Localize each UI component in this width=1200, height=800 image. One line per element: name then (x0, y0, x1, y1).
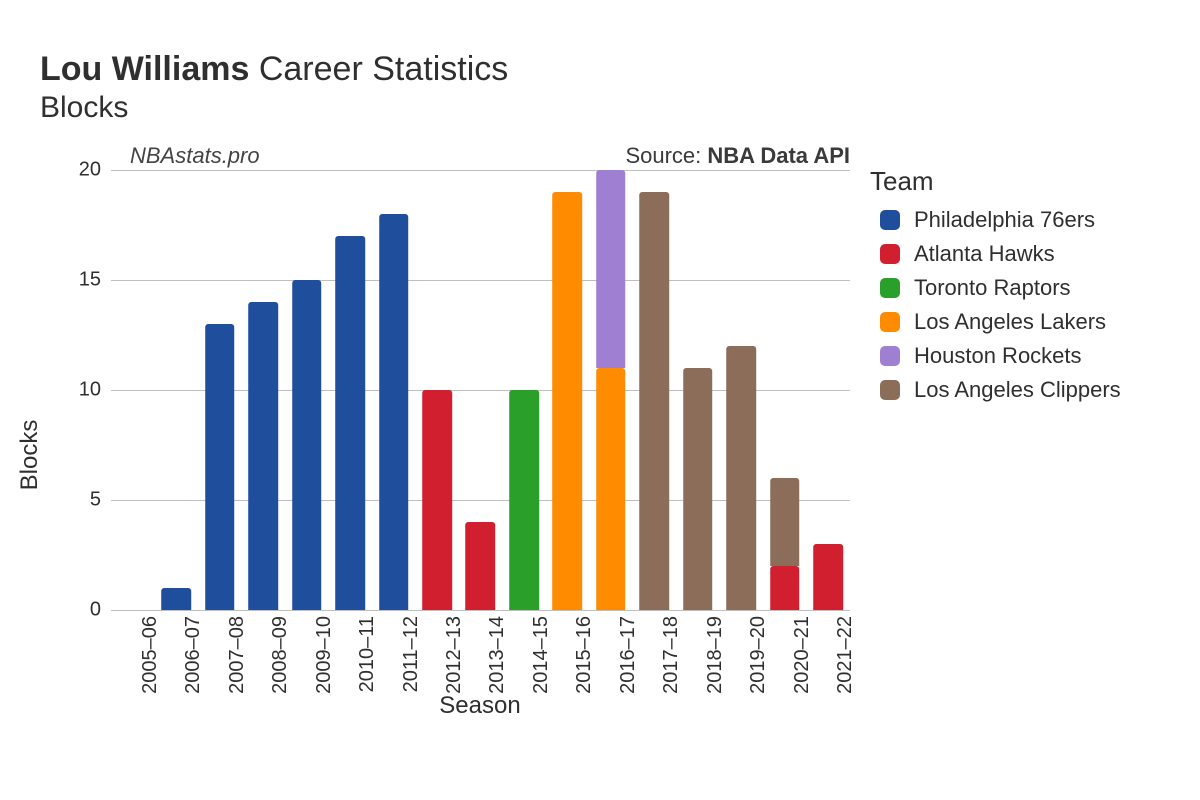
y-tick-label: 5 (90, 489, 111, 512)
legend-label: Los Angeles Clippers (914, 377, 1121, 403)
bar-segment (335, 236, 365, 610)
bar-segment (379, 214, 409, 610)
legend-label: Los Angeles Lakers (914, 309, 1106, 335)
x-tick-label: 2011–12 (400, 610, 423, 692)
legend-title: Team (870, 166, 1160, 197)
page-subtitle: Blocks (40, 91, 1160, 125)
source-prefix: Source: (625, 143, 707, 168)
x-tick-label: 2005–06 (139, 610, 162, 694)
bar-segment (509, 390, 539, 610)
legend-swatch (880, 380, 900, 400)
x-axis-label: Season (439, 692, 520, 720)
legend-item: Los Angeles Lakers (870, 305, 1160, 339)
bar-slot: 2015–16 (546, 170, 589, 610)
bar-slot: 2021–22 (807, 170, 850, 610)
legend-label: Toronto Raptors (914, 275, 1071, 301)
legend-swatch (880, 210, 900, 230)
bar-segment (553, 192, 583, 610)
x-tick-label: 2009–10 (313, 610, 336, 694)
bar-slot: 2013–14 (459, 170, 502, 610)
bar-slot: 2009–10 (285, 170, 328, 610)
bar-segment (727, 346, 757, 610)
bar-segment (596, 368, 626, 610)
x-tick-label: 2016–17 (617, 610, 640, 694)
bar-slot: 2016–17 (589, 170, 632, 610)
bar-segment (422, 390, 452, 610)
bar-segment (248, 302, 278, 610)
bar-slot: 2017–18 (633, 170, 676, 610)
bar-slot: 2008–09 (241, 170, 284, 610)
legend-item: Atlanta Hawks (870, 237, 1160, 271)
bar-segment (466, 522, 496, 610)
y-axis-label: Blocks (16, 420, 44, 491)
x-tick-label: 2020–21 (791, 610, 814, 694)
x-tick-label: 2019–20 (747, 610, 770, 694)
bar-slot: 2011–12 (372, 170, 415, 610)
legend-swatch (880, 346, 900, 366)
legend-label: Houston Rockets (914, 343, 1082, 369)
y-tick-label: 15 (79, 269, 111, 292)
legend-swatch (880, 244, 900, 264)
legend-item: Philadelphia 76ers (870, 203, 1160, 237)
x-tick-label: 2012–13 (443, 610, 466, 694)
bar-segment (205, 324, 235, 610)
bar-segment (770, 566, 800, 610)
title-suffix: Career Statistics (249, 50, 508, 88)
watermark: NBAstats.pro (130, 143, 260, 169)
x-tick-label: 2008–09 (269, 610, 292, 694)
grid-line (111, 610, 850, 611)
bar-slot: 2019–20 (720, 170, 763, 610)
title-player: Lou Williams (40, 50, 249, 88)
x-tick-label: 2021–22 (834, 610, 857, 694)
bar-segment (640, 192, 670, 610)
legend-item: Houston Rockets (870, 339, 1160, 373)
legend-swatch (880, 278, 900, 298)
x-tick-label: 2018–19 (704, 610, 727, 694)
source-credit: Source: NBA Data API (625, 143, 850, 169)
page-title: Lou Williams Career Statistics (40, 50, 1160, 89)
legend: Team Philadelphia 76ers Atlanta Hawks Toro… (870, 166, 1160, 407)
bar-slot: 2006–07 (154, 170, 197, 610)
x-tick-label: 2015–16 (573, 610, 596, 694)
bar-segment (292, 280, 322, 610)
bar-segment (813, 544, 843, 610)
legend-swatch (880, 312, 900, 332)
legend-label: Philadelphia 76ers (914, 207, 1095, 233)
x-tick-label: 2006–07 (182, 610, 205, 694)
bar-slot: 2018–19 (676, 170, 719, 610)
legend-item: Toronto Raptors (870, 271, 1160, 305)
y-tick-label: 0 (90, 599, 111, 622)
chart-container: Lou Williams Career Statistics Blocks NB… (0, 0, 1200, 800)
bar-slot: 2010–11 (328, 170, 371, 610)
bar-slot: 2007–08 (198, 170, 241, 610)
bar-segment (770, 478, 800, 566)
x-tick-label: 2014–15 (530, 610, 553, 694)
plot-region: 051015202005–062006–072007–082008–092009… (110, 170, 850, 610)
legend-label: Atlanta Hawks (914, 241, 1055, 267)
chart-area: Blocks 051015202005–062006–072007–082008… (40, 170, 1160, 740)
bar-slot: 2020–21 (763, 170, 806, 610)
source-name: NBA Data API (707, 143, 850, 168)
bar-segment (596, 170, 626, 368)
legend-item: Los Angeles Clippers (870, 373, 1160, 407)
x-tick-label: 2007–08 (226, 610, 249, 694)
x-tick-label: 2013–14 (486, 610, 509, 694)
bar-slot: 2012–13 (415, 170, 458, 610)
x-tick-label: 2010–11 (356, 610, 379, 692)
bar-slot: 2005–06 (111, 170, 154, 610)
bar-segment (683, 368, 713, 610)
y-tick-label: 20 (79, 159, 111, 182)
bar-segment (161, 588, 191, 610)
y-tick-label: 10 (79, 379, 111, 402)
meta-row: NBAstats.pro Source: NBA Data API (110, 143, 850, 171)
x-tick-label: 2017–18 (660, 610, 683, 694)
bar-slot: 2014–15 (502, 170, 545, 610)
